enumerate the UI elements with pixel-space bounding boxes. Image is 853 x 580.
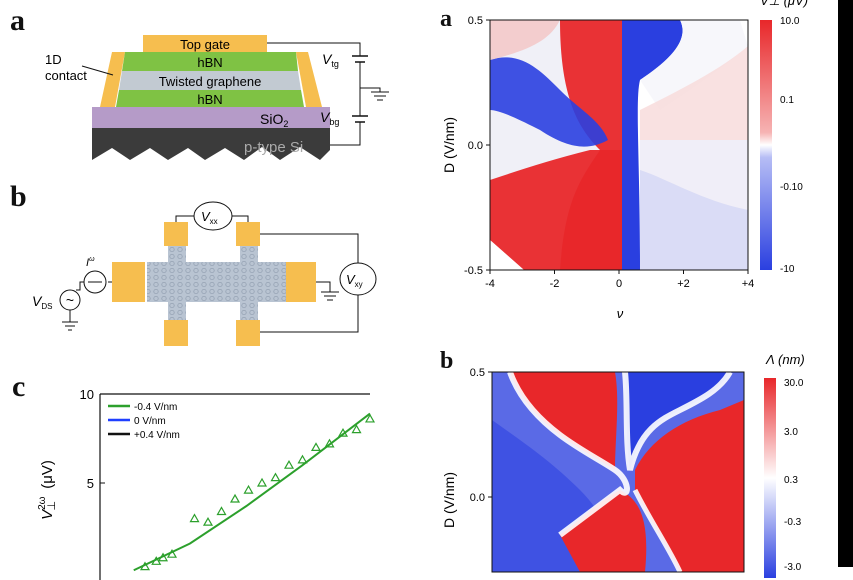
- hbn-top-label: hBN: [197, 55, 222, 70]
- heatmap-a: -4 -2 0 +2 +4 -0.5 0.0 0.5 ν D (V/nm) V⊥ (μV) 10.0…: [441, 0, 808, 321]
- c-data-point: [297, 454, 308, 464]
- contact-pad-right: [286, 262, 316, 302]
- top-gate-label: Top gate: [180, 37, 230, 52]
- b-ylabel: D (V/nm): [441, 472, 457, 528]
- hbn-top: [122, 52, 298, 71]
- b-colorbar-tick: 3.0: [784, 427, 798, 438]
- sio2-layer: [92, 107, 330, 128]
- channel-left-arm: [147, 262, 287, 302]
- panel-letter-b-right: b: [440, 348, 454, 374]
- panel-letter-a-right: a: [440, 6, 452, 32]
- a-colorbar-title: V⊥ (μV): [760, 0, 808, 8]
- b-colorbar-tick: 30.0: [784, 378, 804, 389]
- c-data-point: [324, 438, 335, 448]
- c-data-point: [364, 413, 376, 423]
- a-xtick-label: 0: [616, 278, 622, 290]
- heatmap-b: 0.0 0.5 D (V/nm) Λ (nm) 30.0 3.0 0.3 -0.3 -3.0: [441, 352, 805, 578]
- a-xlabel: ν: [617, 306, 624, 321]
- c-legend-label: -0.4 V/nm: [134, 402, 177, 413]
- b-colorbar-tick: -0.3: [784, 517, 802, 528]
- contact-pad-bottom-left: [164, 320, 188, 346]
- right-edge-bar: [838, 0, 853, 567]
- c-data-point: [310, 442, 322, 452]
- c-data-point: [243, 484, 254, 494]
- vbg-label: Vbg: [320, 109, 339, 127]
- c-data-point: [270, 472, 281, 482]
- panel-letter-c-left: c: [12, 370, 26, 403]
- c-data-point: [229, 493, 241, 503]
- hall-bar-circuit: Vxx Vxy Iω ~ VDS: [32, 201, 377, 346]
- c-data-point: [337, 427, 349, 437]
- hbn-bottom-label: hBN: [197, 92, 222, 107]
- contact-pad-left: [112, 262, 145, 302]
- c-data-point: [151, 556, 162, 565]
- a-xtick-label: -2: [550, 278, 560, 290]
- b-colorbar-title: Λ (nm): [765, 352, 805, 367]
- a-ytick-label: 0.5: [468, 15, 483, 27]
- vxx-label: Vxx: [201, 209, 218, 226]
- current-label: Iω: [86, 256, 95, 269]
- twisted-graphene-layer: [119, 71, 301, 90]
- b-ytick-label: 0.0: [470, 492, 485, 504]
- c-data-point: [256, 477, 268, 487]
- a-ytick-label: 0.0: [468, 140, 483, 152]
- device-stack-schematic: p-type Si SiO2 Top gate hBN Twisted grap…: [45, 35, 389, 160]
- contact-1d-right: [296, 52, 322, 107]
- c-legend-label: 0 V/nm: [134, 416, 166, 427]
- psi-substrate: [92, 127, 330, 160]
- c-data-point: [202, 516, 214, 526]
- a-xtick-label: -4: [485, 278, 495, 290]
- a-xtick-label: +4: [742, 278, 755, 290]
- gate-wire: [267, 42, 361, 56]
- colorbar-a: [760, 20, 772, 270]
- vxy-meter: [339, 262, 377, 296]
- vtg-label: Vtg: [322, 51, 339, 69]
- a-ylabel: D (V/nm): [441, 117, 457, 173]
- c-data-point: [283, 459, 295, 469]
- sio2-label: SiO2: [260, 111, 288, 129]
- panel-letter-a-left: a: [10, 4, 25, 37]
- vxx-meter: [193, 201, 233, 231]
- ac-tilde: ~: [66, 292, 74, 308]
- hbn-bottom: [116, 90, 304, 107]
- panel-letter-b-left: b: [10, 180, 27, 213]
- a-colorbar-tick: 0.1: [780, 95, 794, 106]
- a-colorbar-tick: 10.0: [780, 16, 800, 27]
- channel-bottom-right: [240, 300, 258, 322]
- c-data-point: [189, 513, 200, 523]
- c-data-point: [216, 506, 227, 516]
- contact-pad-top-left: [164, 222, 188, 246]
- b-colorbar-tick: -3.0: [784, 562, 802, 573]
- contact-1d-left: [100, 52, 125, 107]
- channel-bottom-left: [168, 300, 186, 322]
- a-colorbar-tick: -10: [780, 264, 795, 275]
- c-data-point: [157, 552, 169, 562]
- c-data-point: [166, 548, 178, 558]
- nonlinear-voltage-plot: 5 10 V2ω⊥ (μV) -0.4 V/nm 0 V/nm +0.4 V/nm: [37, 387, 376, 580]
- twisted-graphene-label: Twisted graphene: [159, 74, 262, 89]
- contact-pad-bottom-right: [236, 320, 260, 346]
- c-data-point: [351, 424, 362, 434]
- a-xtick-label: +2: [677, 278, 690, 290]
- vds-label: VDS: [32, 293, 52, 311]
- channel-top-right: [240, 242, 258, 264]
- channel-top-left: [168, 242, 186, 264]
- colorbar-b: [764, 378, 776, 578]
- a-colorbar-tick: -0.10: [780, 182, 803, 193]
- contact-1d-label-2: contact: [45, 68, 87, 83]
- c-legend-label: +0.4 V/nm: [134, 430, 180, 441]
- c-ytick-label: 10: [80, 387, 94, 402]
- contact-pad-top-right: [236, 222, 260, 246]
- top-gate: [143, 35, 267, 53]
- c-ylabel: V2ω⊥ (μV): [37, 460, 58, 520]
- b-ytick-label: 0.5: [470, 367, 485, 379]
- vxy-label: Vxy: [346, 272, 363, 289]
- psi-label: p-type Si: [244, 139, 303, 156]
- b-colorbar-tick: 0.3: [784, 475, 798, 486]
- a-ytick-label: -0.5: [464, 265, 483, 277]
- c-ytick-label: 5: [87, 476, 94, 491]
- contact-1d-label-1: 1D: [45, 52, 62, 67]
